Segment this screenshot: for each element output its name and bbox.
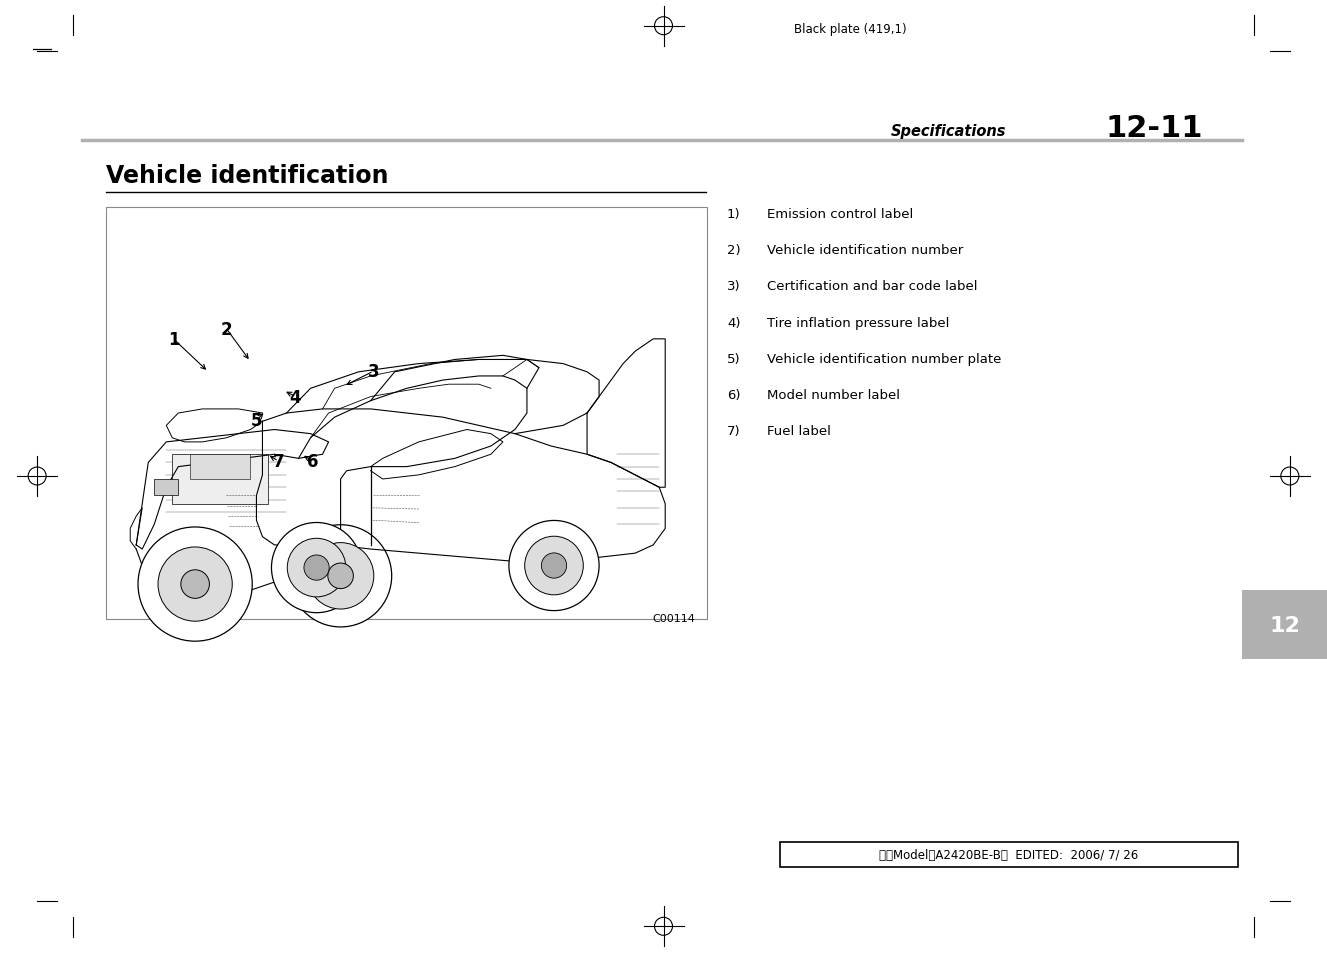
Circle shape — [272, 523, 362, 613]
Text: 12-11: 12-11 — [1105, 114, 1204, 143]
Text: Tire inflation pressure label: Tire inflation pressure label — [767, 316, 949, 330]
Text: 1: 1 — [167, 331, 179, 349]
Text: 7: 7 — [273, 453, 284, 471]
Text: 2: 2 — [220, 320, 232, 338]
Circle shape — [541, 554, 567, 578]
Text: 3: 3 — [368, 363, 380, 380]
Text: 4: 4 — [289, 388, 301, 406]
Text: Emission control label: Emission control label — [767, 208, 913, 221]
Text: Specifications: Specifications — [890, 124, 1006, 139]
Text: 北米Model「A2420BE-B」  EDITED:  2006/ 7/ 26: 北米Model「A2420BE-B」 EDITED: 2006/ 7/ 26 — [878, 848, 1139, 862]
Circle shape — [158, 547, 232, 621]
Bar — [780, 842, 1238, 867]
Text: Black plate (419,1): Black plate (419,1) — [794, 23, 906, 36]
Text: Certification and bar code label: Certification and bar code label — [767, 280, 978, 294]
Bar — [1242, 591, 1327, 659]
Circle shape — [304, 556, 329, 580]
Circle shape — [289, 525, 391, 627]
Text: Fuel label: Fuel label — [767, 425, 831, 438]
Text: Model number label: Model number label — [767, 389, 900, 402]
Circle shape — [308, 543, 374, 609]
Bar — [106, 208, 707, 619]
Text: 7): 7) — [727, 425, 740, 438]
Text: C00114: C00114 — [653, 614, 695, 623]
Text: Vehicle identification number: Vehicle identification number — [767, 244, 963, 257]
Text: 4): 4) — [727, 316, 740, 330]
Text: 5: 5 — [251, 412, 263, 430]
Circle shape — [510, 521, 598, 611]
Text: Vehicle identification number plate: Vehicle identification number plate — [767, 353, 1002, 366]
Text: 6: 6 — [307, 453, 318, 471]
Circle shape — [328, 563, 353, 589]
Text: 1): 1) — [727, 208, 740, 221]
Text: 12: 12 — [1269, 616, 1300, 635]
Circle shape — [180, 570, 210, 598]
Text: 6): 6) — [727, 389, 740, 402]
Circle shape — [524, 537, 584, 596]
Bar — [173, 455, 268, 504]
Text: 5): 5) — [727, 353, 740, 366]
Text: Vehicle identification: Vehicle identification — [106, 164, 389, 189]
Text: 2): 2) — [727, 244, 740, 257]
Bar — [154, 479, 178, 496]
Text: 3): 3) — [727, 280, 740, 294]
Bar — [190, 455, 251, 479]
Circle shape — [138, 527, 252, 641]
Circle shape — [287, 538, 346, 598]
